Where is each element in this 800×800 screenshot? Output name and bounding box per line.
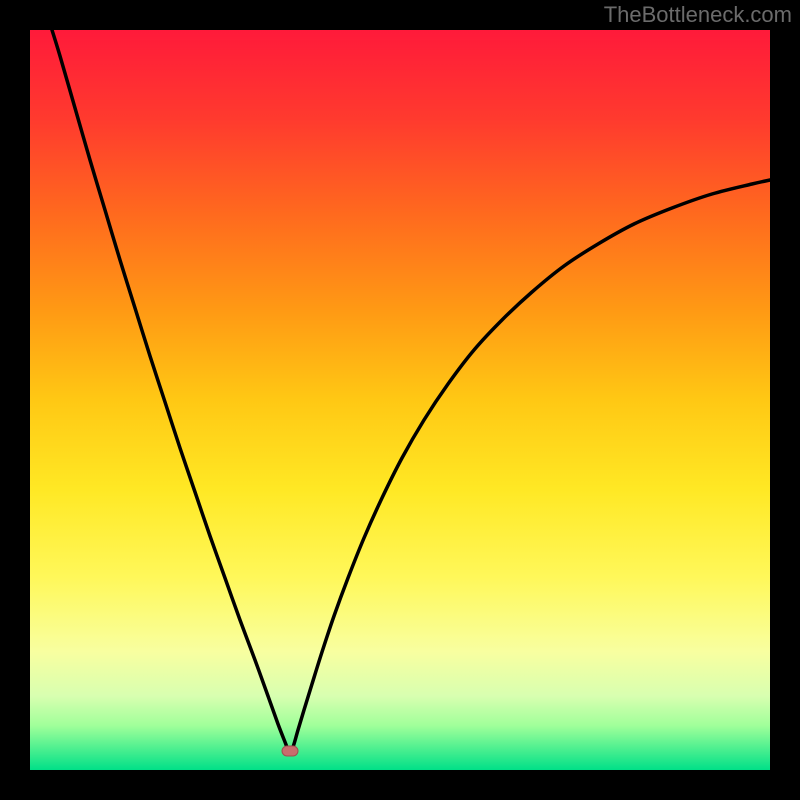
chart-container: TheBottleneck.com [0, 0, 800, 800]
minimum-marker [282, 746, 298, 756]
bottleneck-chart [0, 0, 800, 800]
watermark-text: TheBottleneck.com [604, 2, 792, 28]
plot-background [30, 30, 770, 770]
